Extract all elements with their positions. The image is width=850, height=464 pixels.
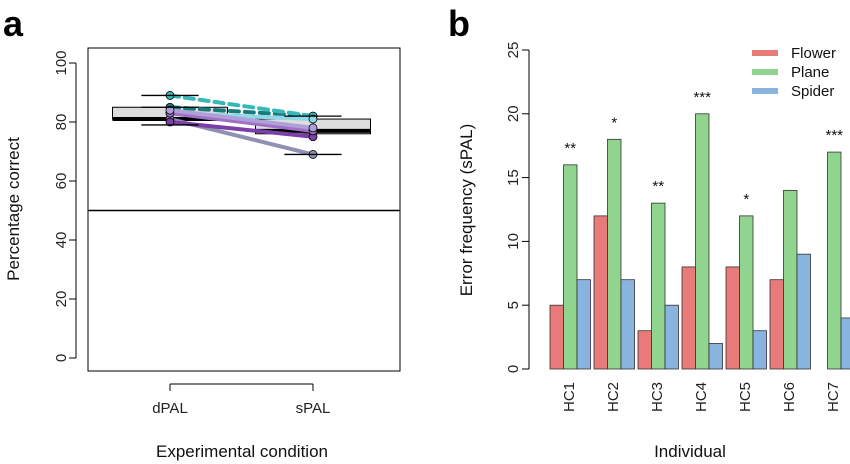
panel-b-x-tick-label: HC7 [825, 382, 842, 412]
panel-b-label: b [448, 3, 470, 44]
panel-b-significance: *** [825, 127, 843, 144]
panel-b-bar-plane [827, 151, 842, 370]
panel-b-bar-spider [576, 279, 591, 370]
panel-b-y-tick-label: 10 [505, 233, 522, 250]
panel-a-subject-line [168, 111, 315, 133]
legend-label-plane: Plane [791, 64, 829, 81]
panel-b-y-tick-label: 20 [505, 105, 522, 122]
panel-a-y-tick-label: 40 [53, 232, 70, 249]
panel-b-x-tick-label: HC2 [605, 382, 622, 412]
panel-b-bar-spider [752, 330, 767, 370]
panel-b-x-tick-label: HC1 [561, 382, 578, 412]
panel-b-x-tick-label: HC4 [693, 382, 710, 412]
panel-a-xlabel: Experimental condition [156, 442, 328, 461]
panel-a-label: a [3, 3, 24, 44]
panel-a-plot-frame [87, 47, 401, 372]
panel-a-x-tick-label: sPAL [296, 400, 331, 417]
legend-label-spider: Spider [791, 83, 834, 100]
panel-b-y-tick-label: 25 [505, 42, 522, 59]
panel-b-ylabel: Error frequency (sPAL) [457, 124, 476, 297]
panel-a-point [165, 105, 175, 115]
panel-b-bar-flower [637, 330, 652, 370]
panel-b-y-tick-label: 15 [505, 169, 522, 186]
panel-b-bar-plane [563, 164, 578, 370]
panel-b-bar-spider [840, 317, 850, 370]
panel-b-x-tick-label: HC5 [737, 382, 754, 412]
panel-b-bar-plane [695, 113, 710, 370]
legend-label-flower: Flower [791, 45, 836, 62]
panel-b-bar-flower [681, 266, 696, 370]
panel-a-ylabel: Percentage correct [4, 137, 23, 281]
panel-b-significance: ** [564, 140, 576, 157]
panel-a-y-tick-label: 0 [53, 354, 70, 362]
panel-a-y-tick-label: 60 [53, 173, 70, 190]
panel-b-x-tick-label: HC6 [781, 382, 798, 412]
panel-b-bar-plane [739, 215, 754, 370]
panel-b-bar-spider [664, 304, 679, 370]
panel-b-bar-plane [651, 202, 666, 370]
panel-b-significance: * [743, 191, 749, 208]
panel-b-bar-spider [796, 253, 811, 370]
panel-a-y-tick-label: 80 [53, 114, 70, 131]
panel-b-xlabel: Individual [654, 442, 726, 461]
panel-a-point [308, 114, 318, 124]
panel-a: a 0 20 40 60 80 100 dPAL sPAL Experimental con… [3, 3, 401, 461]
panel-b-bar-spider [620, 279, 635, 370]
panel-b-bar-flower [549, 304, 564, 370]
panel-b-significance: * [611, 114, 617, 131]
panel-a-subject-line [168, 93, 315, 119]
panel-a-y-tick-label: 20 [53, 291, 70, 308]
panel-b-y-tick-label: 0 [505, 365, 522, 373]
panel-a-x-tick-label: dPAL [152, 400, 188, 417]
panel-a-point [165, 117, 175, 127]
panel-a-point [308, 123, 318, 133]
panel-b-bar-flower [769, 279, 784, 370]
panel-b-bar-plane [607, 138, 622, 370]
panel-a-subject-line [168, 108, 315, 130]
panel-b-y-tick-label: 5 [505, 301, 522, 309]
panel-a-y-tick-label: 100 [53, 50, 70, 75]
panel-b-bar-spider [708, 343, 723, 370]
panel-b-bar-flower [725, 266, 740, 370]
panel-b-significance: ** [652, 178, 664, 195]
panel-b-significance: *** [693, 89, 711, 106]
panel-b-bar-plane [783, 189, 798, 370]
panel-b-bar-flower [593, 215, 608, 370]
panel-b-x-tick-label: HC3 [649, 382, 666, 412]
